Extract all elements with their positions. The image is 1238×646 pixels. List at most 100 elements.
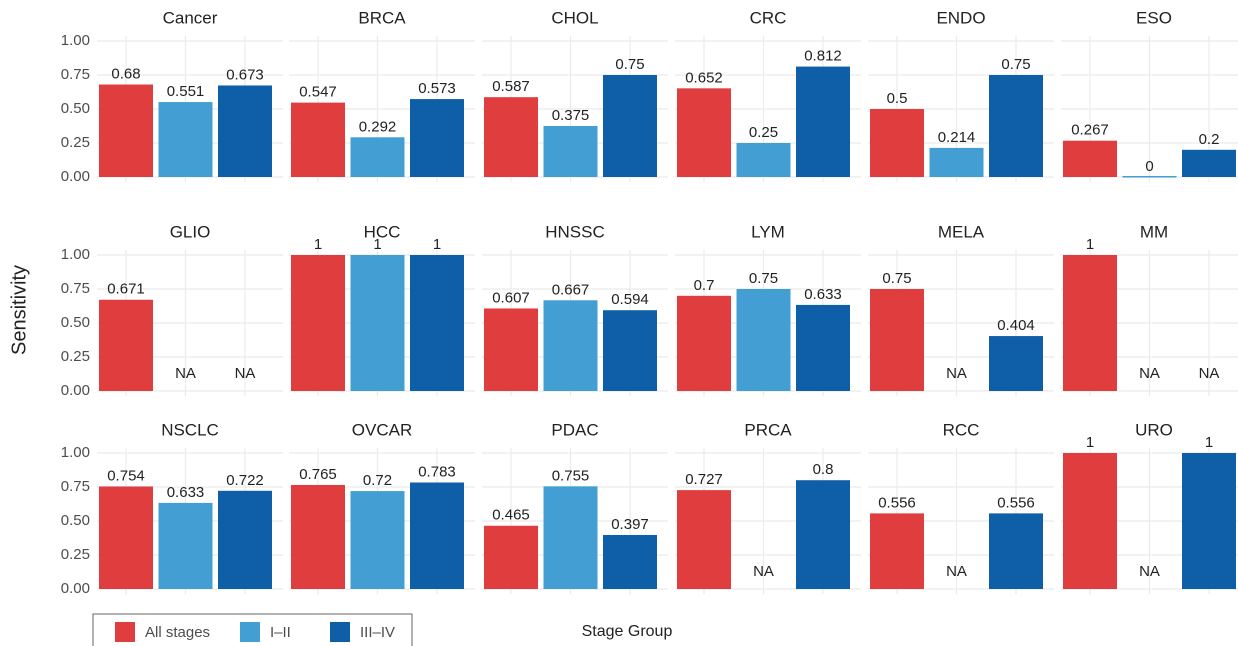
y-tick-label: 0.50 <box>61 100 90 117</box>
bar <box>796 304 850 391</box>
panel-title: RCC <box>943 420 980 439</box>
value-label: 1 <box>314 236 322 253</box>
panel-title: ESO <box>1136 8 1172 27</box>
bar <box>410 99 464 177</box>
y-tick-label: 0.50 <box>61 314 90 331</box>
value-label: NA <box>946 365 967 382</box>
value-label: 1 <box>1086 434 1094 451</box>
bar <box>543 300 598 391</box>
value-label: 0.75 <box>615 56 644 73</box>
panel-title: HCC <box>364 222 401 241</box>
y-axis-label: Sensitivity <box>8 265 30 355</box>
bar <box>350 255 405 391</box>
value-label: 0.573 <box>418 80 456 97</box>
bar <box>870 513 924 589</box>
value-label: 0.673 <box>226 66 264 83</box>
value-label: NA <box>235 365 256 382</box>
panel-title: PDAC <box>551 420 598 439</box>
bar <box>677 490 731 589</box>
value-label: 0.397 <box>611 516 649 533</box>
value-label: 1 <box>433 236 441 253</box>
value-label: 0.7 <box>694 277 715 294</box>
value-label: 0.2 <box>1199 131 1220 148</box>
y-tick-label: 0.75 <box>61 280 90 297</box>
bar <box>796 480 850 589</box>
panel-title: URO <box>1135 420 1173 439</box>
value-label: 0.783 <box>418 463 456 480</box>
panel-title: BRCA <box>358 8 406 27</box>
bar <box>603 310 657 391</box>
bar <box>484 525 538 589</box>
legend-label: All stages <box>145 624 210 641</box>
bar <box>870 109 924 177</box>
bar <box>291 484 345 589</box>
y-tick-label: 1.00 <box>61 246 90 263</box>
value-label: 0.25 <box>749 124 778 141</box>
legend-swatch <box>330 622 350 642</box>
legend-box <box>92 613 413 646</box>
value-label: 0.633 <box>167 484 205 501</box>
bar <box>1063 255 1117 391</box>
panel-title: MELA <box>938 222 985 241</box>
value-label: NA <box>753 563 774 580</box>
value-label: 0.375 <box>552 107 590 124</box>
bar <box>989 336 1043 391</box>
value-label: 0.75 <box>882 270 911 287</box>
y-tick-label: 0.25 <box>61 546 90 563</box>
bar <box>158 502 213 589</box>
value-label: 0.722 <box>226 472 264 489</box>
panel-title: HNSSC <box>545 222 605 241</box>
value-label: NA <box>175 365 196 382</box>
value-label: 0.755 <box>552 467 590 484</box>
value-label: 0.214 <box>938 129 976 146</box>
y-tick-label: 0.75 <box>61 66 90 83</box>
panel-title: PRCA <box>744 420 792 439</box>
panel-title: ENDO <box>936 8 985 27</box>
legend-label: I–II <box>270 624 291 641</box>
bar <box>989 75 1043 177</box>
value-label: NA <box>1139 365 1160 382</box>
bar <box>291 255 345 391</box>
value-label: 0.633 <box>804 286 842 303</box>
value-label: 0.5 <box>887 90 908 107</box>
value-label: 0.727 <box>685 471 723 488</box>
bar <box>929 147 984 177</box>
panel-title: Cancer <box>163 8 218 27</box>
bar <box>218 490 272 589</box>
bar <box>410 482 464 589</box>
value-label: 0.667 <box>552 281 590 298</box>
panel-title: NSCLC <box>161 420 219 439</box>
value-label: 0.404 <box>997 317 1035 334</box>
x-axis-label: Stage Group <box>582 623 673 640</box>
bar <box>99 486 153 589</box>
value-label: NA <box>1139 563 1160 580</box>
bar <box>677 88 731 177</box>
value-label: 0.75 <box>1001 56 1030 73</box>
legend-swatch <box>240 622 260 642</box>
value-label: 0 <box>1145 158 1153 175</box>
bar <box>1122 176 1177 178</box>
legend-label: III–IV <box>360 624 395 641</box>
y-tick-label: 0.25 <box>61 348 90 365</box>
value-label: 1 <box>373 236 381 253</box>
value-label: 0.465 <box>492 507 530 524</box>
bar <box>484 308 538 391</box>
value-label: 1 <box>1205 434 1213 451</box>
bar <box>796 66 850 177</box>
bar <box>603 75 657 177</box>
bar <box>291 102 345 177</box>
y-tick-label: 0.00 <box>61 168 90 185</box>
value-label: 0.292 <box>359 118 397 135</box>
bar <box>1182 149 1236 177</box>
value-label: 0.754 <box>107 467 145 484</box>
value-label: NA <box>1199 365 1220 382</box>
value-label: 0.594 <box>611 291 649 308</box>
value-label: 0.72 <box>363 472 392 489</box>
y-tick-label: 0.50 <box>61 512 90 529</box>
panel-title: LYM <box>751 222 785 241</box>
bar <box>543 486 598 589</box>
bar <box>350 137 405 177</box>
panel-title: MM <box>1140 222 1168 241</box>
panel-title: GLIO <box>170 222 211 241</box>
